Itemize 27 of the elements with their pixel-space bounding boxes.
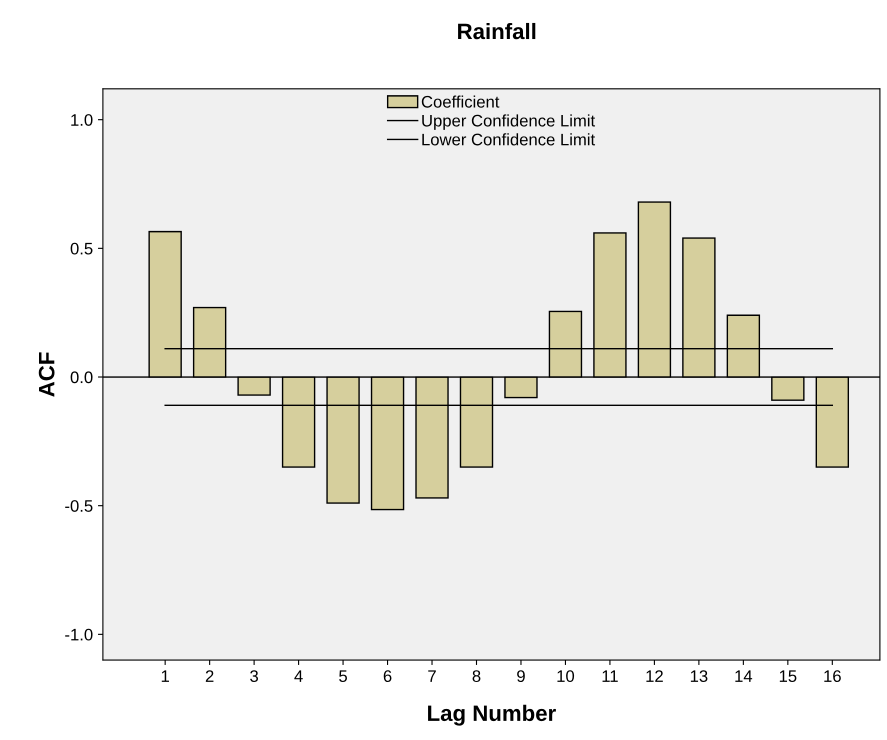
legend-label: Upper Confidence Limit [422,114,596,130]
x-tick-label: 1 [162,670,169,682]
x-tick-label: 2 [206,670,214,682]
x-tick-label: 11 [602,670,618,682]
y-axis-title: ACF [38,352,55,397]
chart-title: Rainfall [458,22,536,40]
x-tick-label: 5 [339,670,348,682]
x-tick-label: 12 [646,670,663,682]
legend-label: Coefficient [422,95,500,108]
x-tick-label: 16 [824,670,841,682]
x-tick-label: 14 [735,670,752,682]
x-tick-label: 13 [690,670,708,682]
x-tick-label: 15 [780,670,796,682]
y-tick-label: 0.5 [70,242,92,255]
x-axis-title: Lag Number [428,704,556,726]
y-tick-label: 1.0 [71,114,93,126]
x-tick-label: 9 [517,670,525,682]
legend-label: Lower Confidence Limit [422,133,596,146]
x-tick-label: 3 [250,670,258,682]
x-tick-label: 4 [294,670,303,682]
x-tick-label: 6 [384,670,392,682]
x-tick-label: 8 [472,670,480,682]
y-tick-label: -1.0 [65,628,93,641]
y-tick-label: 0.0 [70,371,93,384]
y-tick-label: -0.5 [65,500,92,512]
x-tick-label: 7 [428,670,436,682]
x-tick-label: 10 [557,670,574,682]
